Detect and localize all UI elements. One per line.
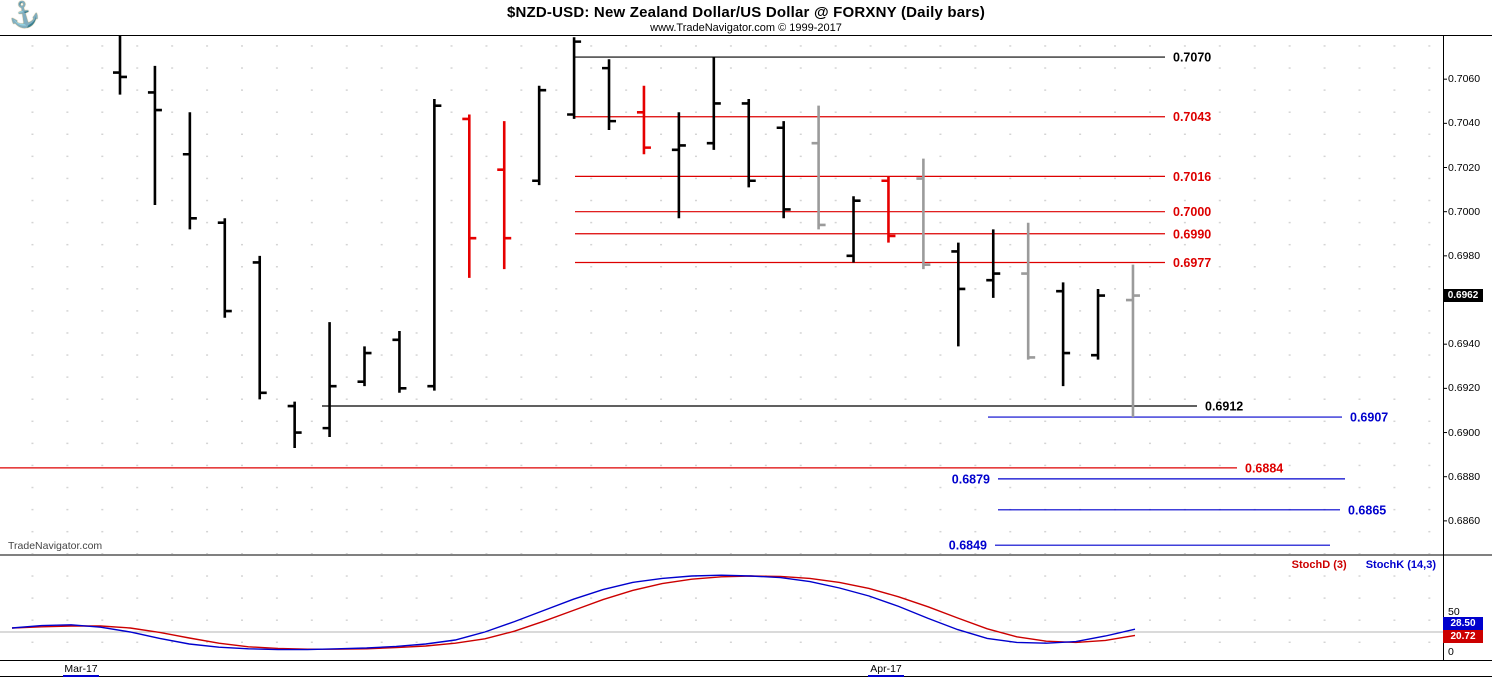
ohlc-bar-23[interactable]: [916, 158, 931, 270]
date-tick-label-Apr-17: Apr-17: [870, 663, 902, 675]
ohlc-bar-29[interactable]: [1125, 264, 1140, 418]
ohlc-bar-5[interactable]: [287, 401, 302, 448]
ohlc-bar-16[interactable]: [671, 112, 686, 219]
ohlc-bar-27[interactable]: [1056, 282, 1071, 387]
ohlc-bar-22[interactable]: [881, 176, 896, 243]
ohlc-bar-20[interactable]: [811, 105, 826, 230]
price-axis-label-0.6940: 0.6940: [1448, 338, 1481, 351]
level-label-0.7070: 0.7070: [1173, 51, 1211, 65]
chart-subtitle: www.TradeNavigator.com © 1999-2017: [650, 22, 842, 34]
price-axis-label-0.6920: 0.6920: [1448, 382, 1481, 395]
last-price-badge: 0.6962: [1443, 288, 1483, 302]
ohlc-bar-26[interactable]: [1021, 222, 1036, 360]
ohlc-bar-4[interactable]: [252, 255, 267, 400]
stochk-line[interactable]: [11, 574, 1136, 651]
date-tick-underline: [63, 675, 99, 677]
chart-title: $NZD-USD: New Zealand Dollar/US Dollar @…: [506, 4, 986, 21]
ohlc-bar-13[interactable]: [567, 37, 582, 119]
stoch-axis[interactable]: 50 0: [1444, 558, 1492, 660]
chart-header: ⚓ $NZD-USD: New Zealand Dollar/US Dollar…: [0, 0, 1492, 35]
ohlc-bar-11[interactable]: [497, 121, 512, 270]
ohlc-bar-12[interactable]: [532, 85, 547, 186]
stochd-value-badge: 20.72: [1443, 629, 1483, 643]
ohlc-bar-3[interactable]: [217, 218, 232, 318]
price-axis[interactable]: 0.7060 0.7040 0.7020 0.7000 0.6980 0.6940 0.69…: [1444, 35, 1492, 555]
ohlc-bar-18[interactable]: [741, 99, 756, 188]
stochd-line[interactable]: [11, 575, 1136, 650]
level-label-0.6990: 0.6990: [1173, 227, 1211, 241]
price-axis-label-0.7040: 0.7040: [1448, 117, 1481, 130]
price-axis-label-0.6900: 0.6900: [1448, 426, 1481, 439]
ohlc-bar-6[interactable]: [322, 322, 337, 437]
legend-stochk[interactable]: StochK (14,3): [1365, 559, 1436, 571]
ohlc-bar-8[interactable]: [392, 330, 407, 393]
watermark: TradeNavigator.com: [8, 540, 103, 552]
stoch-axis-label-50: 50: [1448, 606, 1460, 618]
level-label-0.6884: 0.6884: [1245, 461, 1283, 475]
ohlc-bar-2[interactable]: [182, 112, 197, 230]
level-label-0.6849: 0.6849: [949, 539, 987, 553]
price-axis-label-0.7060: 0.7060: [1448, 73, 1481, 86]
date-axis[interactable]: Mar-17 Apr-17: [0, 661, 1492, 677]
stoch-axis-label-0: 0: [1448, 646, 1454, 658]
ohlc-bar-0[interactable]: [113, 35, 127, 95]
level-label-0.6879: 0.6879: [952, 472, 990, 486]
price-axis-label-0.7020: 0.7020: [1448, 161, 1481, 174]
ohlc-bar-9[interactable]: [427, 99, 442, 391]
level-label-0.7043: 0.7043: [1173, 110, 1211, 124]
ohlc-bar-17[interactable]: [706, 57, 721, 150]
price-axis-label-0.6860: 0.6860: [1448, 514, 1481, 527]
ohlc-bar-15[interactable]: [636, 85, 651, 155]
ohlc-bar-21[interactable]: [846, 196, 861, 263]
stochk-value-badge: 28.50: [1443, 617, 1483, 631]
legend-stochd[interactable]: StochD (3): [1291, 559, 1347, 571]
level-label-0.6977: 0.6977: [1173, 256, 1211, 270]
ohlc-bar-1[interactable]: [147, 65, 162, 206]
level-label-0.6907: 0.6907: [1350, 411, 1388, 425]
date-tick-label-Mar-17: Mar-17: [64, 663, 98, 675]
stoch-legend: StochD (3) StochK (14,3): [1276, 559, 1436, 571]
level-label-0.7016: 0.7016: [1173, 170, 1211, 184]
ohlc-bar-24[interactable]: [951, 242, 966, 347]
ohlc-bar-14[interactable]: [602, 59, 617, 130]
price-axis-label-0.6880: 0.6880: [1448, 470, 1481, 483]
ohlc-bar-19[interactable]: [776, 121, 791, 219]
price-axis-label-0.6980: 0.6980: [1448, 249, 1481, 262]
date-tick-underline: [868, 675, 904, 677]
ohlc-bar-7[interactable]: [357, 346, 372, 387]
ohlc-bar-10[interactable]: [462, 114, 477, 278]
ohlc-bar-28[interactable]: [1091, 288, 1106, 360]
price-axis-label-0.7000: 0.7000: [1448, 205, 1481, 218]
level-label-0.7000: 0.7000: [1173, 205, 1211, 219]
level-label-0.6865: 0.6865: [1348, 503, 1386, 517]
ohlc-bar-25[interactable]: [986, 229, 1001, 298]
level-label-0.6912: 0.6912: [1205, 400, 1243, 414]
